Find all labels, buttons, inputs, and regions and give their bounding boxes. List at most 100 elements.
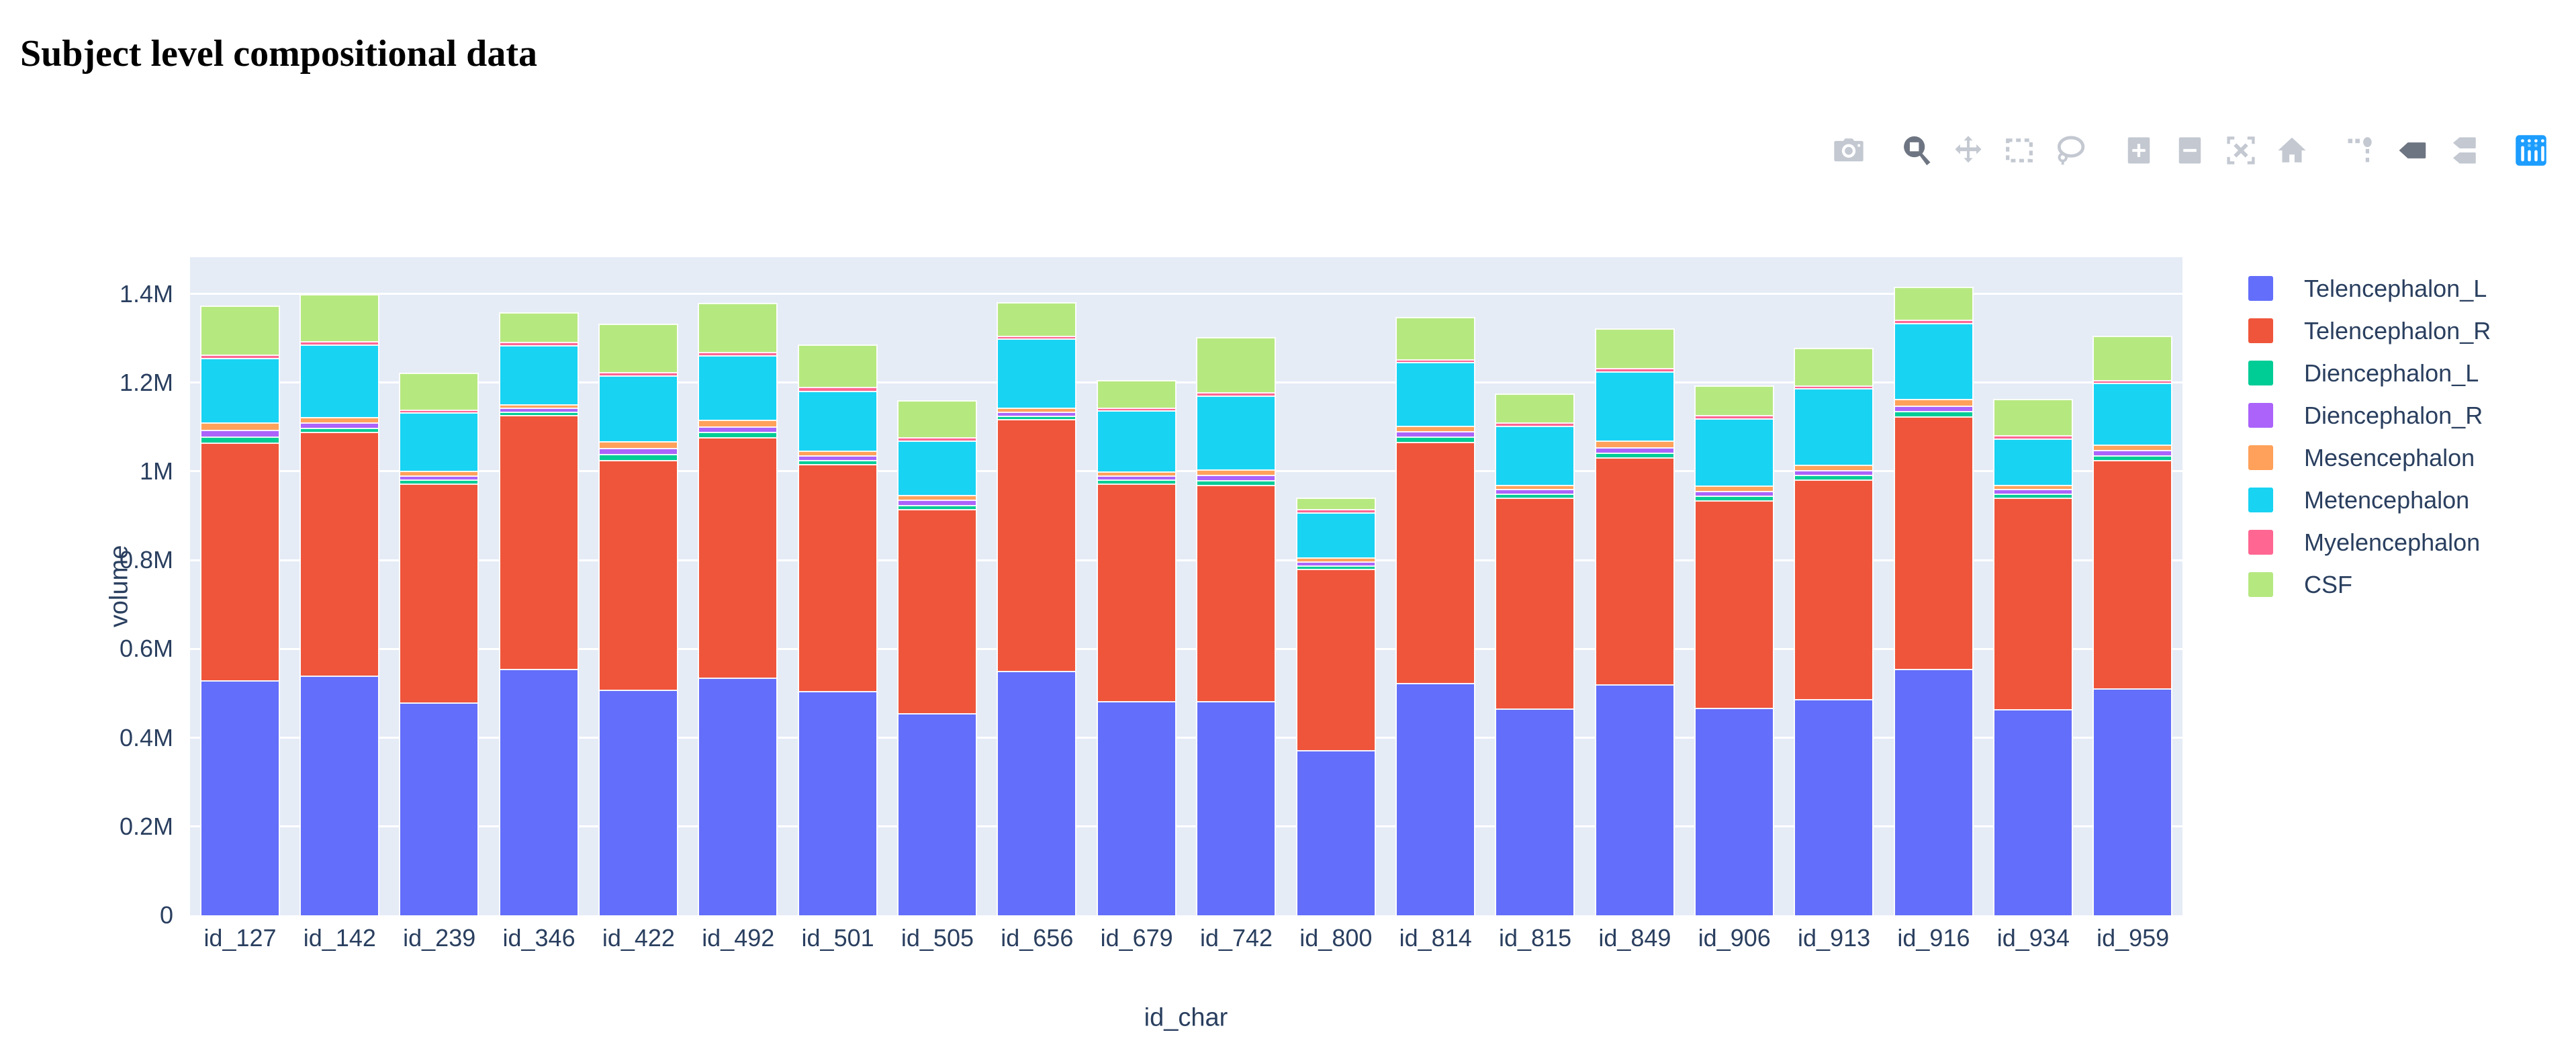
bar-segment-CSF[interactable]: [998, 302, 1076, 336]
bar-segment-Metencephalon[interactable]: [1197, 395, 1275, 470]
bar-segment-Telencephalon_L[interactable]: [1894, 669, 1972, 915]
bar-segment-Myelencephalon[interactable]: [1596, 367, 1673, 371]
bar-segment-CSF[interactable]: [201, 305, 279, 355]
bar-segment-Mesencephalon[interactable]: [899, 495, 976, 500]
box-select-button[interactable]: [2002, 133, 2037, 168]
bar-segment-Mesencephalon[interactable]: [201, 422, 279, 430]
bar-segment-Mesencephalon[interactable]: [1396, 425, 1474, 431]
bar-segment-Metencephalon[interactable]: [1596, 371, 1673, 441]
bar-segment-Metencephalon[interactable]: [1297, 512, 1375, 558]
bar-segment-Metencephalon[interactable]: [798, 390, 876, 451]
bar-segment-Diencephalon_L[interactable]: [998, 415, 1076, 419]
bar-segment-Myelencephalon[interactable]: [400, 410, 478, 413]
bar-segment-Mesencephalon[interactable]: [500, 404, 578, 408]
bar-segment-CSF[interactable]: [1695, 385, 1773, 416]
bar-segment-Myelencephalon[interactable]: [2094, 379, 2172, 383]
bar-segment-Telencephalon_R[interactable]: [1994, 497, 2072, 709]
bar-id_934[interactable]: [1992, 399, 2073, 915]
bar-segment-Metencephalon[interactable]: [400, 412, 478, 471]
download-png-button[interactable]: [1831, 133, 1866, 168]
bar-id_346[interactable]: [498, 312, 579, 915]
bar-segment-Myelencephalon[interactable]: [500, 341, 578, 345]
bar-segment-Myelencephalon[interactable]: [1097, 407, 1175, 411]
bar-segment-Telencephalon_L[interactable]: [798, 691, 876, 915]
bar-segment-Myelencephalon[interactable]: [600, 371, 678, 375]
bar-segment-Metencephalon[interactable]: [201, 357, 279, 423]
bar-segment-Telencephalon_R[interactable]: [899, 509, 976, 714]
bar-segment-Diencephalon_R[interactable]: [899, 500, 976, 505]
bar-segment-Mesencephalon[interactable]: [798, 450, 876, 456]
zoom-out-button[interactable]: [2172, 133, 2207, 168]
bar-segment-Metencephalon[interactable]: [699, 355, 777, 420]
bar-segment-Myelencephalon[interactable]: [1795, 385, 1873, 389]
bar-segment-Diencephalon_L[interactable]: [2094, 455, 2172, 460]
bar-segment-Telencephalon_L[interactable]: [201, 680, 279, 915]
bar-segment-Myelencephalon[interactable]: [1994, 435, 2072, 439]
bar-segment-Telencephalon_R[interactable]: [1596, 457, 1673, 685]
bar-segment-Diencephalon_L[interactable]: [1596, 453, 1673, 458]
legend-item-Telencephalon_L[interactable]: Telencephalon_L: [2248, 267, 2491, 310]
bar-segment-Diencephalon_R[interactable]: [2094, 450, 2172, 455]
bar-segment-Telencephalon_R[interactable]: [1795, 479, 1873, 700]
bar-segment-Metencephalon[interactable]: [1894, 323, 1972, 400]
bar-id_127[interactable]: [199, 305, 280, 915]
legend-item-Myelencephalon[interactable]: Myelencephalon: [2248, 521, 2491, 563]
bar-segment-Diencephalon_R[interactable]: [1297, 561, 1375, 566]
bar-segment-Diencephalon_L[interactable]: [1994, 494, 2072, 498]
bar-segment-Diencephalon_L[interactable]: [1695, 496, 1773, 500]
toggle-spikelines-button[interactable]: [2343, 133, 2378, 168]
bar-segment-Mesencephalon[interactable]: [2094, 445, 2172, 451]
bar-segment-CSF[interactable]: [798, 344, 876, 387]
bar-segment-Metencephalon[interactable]: [1795, 388, 1873, 465]
bar-segment-Diencephalon_R[interactable]: [998, 411, 1076, 416]
bar-segment-Telencephalon_L[interactable]: [1596, 684, 1673, 915]
bar-segment-Mesencephalon[interactable]: [1097, 471, 1175, 475]
bar-segment-Diencephalon_L[interactable]: [500, 411, 578, 416]
bar-id_906[interactable]: [1694, 385, 1774, 915]
bar-segment-Diencephalon_L[interactable]: [1396, 436, 1474, 442]
bar-segment-CSF[interactable]: [1795, 347, 1873, 386]
bar-segment-Diencephalon_L[interactable]: [301, 427, 379, 432]
bar-segment-Diencephalon_R[interactable]: [1496, 489, 1574, 494]
bar-segment-Diencephalon_R[interactable]: [400, 475, 478, 479]
plotly-logo-icon[interactable]: [2514, 133, 2548, 168]
reset-axes-button[interactable]: [2274, 133, 2309, 168]
bar-segment-Myelencephalon[interactable]: [1297, 509, 1375, 512]
bar-segment-Telencephalon_L[interactable]: [301, 676, 379, 915]
bar-segment-Mesencephalon[interactable]: [1496, 484, 1574, 490]
bar-segment-Diencephalon_L[interactable]: [699, 432, 777, 438]
bar-segment-Diencephalon_R[interactable]: [201, 429, 279, 436]
bar-id_742[interactable]: [1196, 336, 1277, 915]
bar-segment-Myelencephalon[interactable]: [1197, 392, 1275, 396]
bar-segment-CSF[interactable]: [1097, 379, 1175, 408]
bar-segment-Telencephalon_R[interactable]: [1197, 484, 1275, 701]
bar-id_814[interactable]: [1395, 316, 1475, 915]
bar-segment-Diencephalon_L[interactable]: [798, 459, 876, 464]
bar-segment-Diencephalon_L[interactable]: [1496, 494, 1574, 498]
bar-id_501[interactable]: [797, 344, 878, 915]
bar-segment-Diencephalon_R[interactable]: [1396, 430, 1474, 436]
legend-item-CSF[interactable]: CSF: [2248, 563, 2491, 606]
bar-segment-Telencephalon_R[interactable]: [1894, 416, 1972, 670]
bar-segment-Telencephalon_R[interactable]: [500, 415, 578, 670]
bar-segment-CSF[interactable]: [600, 323, 678, 372]
bar-segment-Mesencephalon[interactable]: [600, 441, 678, 448]
legend-item-Telencephalon_R[interactable]: Telencephalon_R: [2248, 310, 2491, 352]
bar-segment-Mesencephalon[interactable]: [301, 417, 379, 423]
bar-segment-Myelencephalon[interactable]: [899, 437, 976, 441]
bar-segment-CSF[interactable]: [500, 312, 578, 342]
bar-segment-Diencephalon_L[interactable]: [899, 504, 976, 510]
bar-id_815[interactable]: [1495, 394, 1575, 915]
bar-segment-CSF[interactable]: [1596, 328, 1673, 368]
bar-segment-Mesencephalon[interactable]: [699, 420, 777, 426]
bar-id_492[interactable]: [698, 303, 778, 915]
bar-segment-Metencephalon[interactable]: [1496, 425, 1574, 485]
bar-segment-Mesencephalon[interactable]: [1894, 399, 1972, 406]
bar-id_916[interactable]: [1893, 287, 1974, 915]
bar-segment-Metencephalon[interactable]: [1695, 418, 1773, 486]
bar-id_239[interactable]: [399, 373, 479, 915]
bar-segment-Myelencephalon[interactable]: [998, 335, 1076, 339]
bar-segment-Telencephalon_R[interactable]: [1097, 483, 1175, 702]
legend-item-Mesencephalon[interactable]: Mesencephalon: [2248, 436, 2491, 479]
bar-segment-Diencephalon_R[interactable]: [699, 426, 777, 432]
